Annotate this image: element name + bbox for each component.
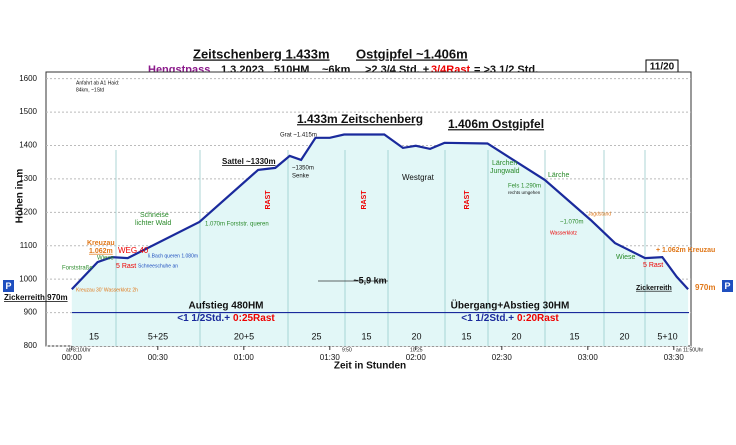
annotation: + 1.062m Kreuzau	[656, 247, 715, 254]
parking: P	[724, 281, 730, 291]
profile-line	[71, 133, 689, 290]
annotation: Lärchen	[492, 160, 517, 167]
annotation: Zickerreith 970m	[4, 293, 68, 302]
parking: P	[5, 281, 11, 291]
annotation: 5 Rast	[116, 263, 136, 270]
summary-head: Übergang+Abstieg 30HM	[451, 299, 570, 312]
y-tick-label: 900	[24, 308, 38, 317]
x-tick-label: 02:30	[492, 353, 513, 362]
annotation: 5 Rast	[643, 262, 663, 269]
summary-time: <1 1/2Std.+ 0:20Rast	[461, 313, 559, 324]
annotation: Kreuzau 30' Wasserklotz 2h	[76, 287, 138, 293]
annotation: 9:50	[342, 347, 352, 353]
y-tick-label: 1000	[19, 274, 37, 283]
annotation: Lärche	[548, 172, 570, 179]
annotation: ab 8:10Uhr	[66, 347, 91, 353]
summary-rest: 0:20Rast	[517, 313, 559, 324]
segment-time: 20	[511, 331, 521, 341]
annotation: 10:25	[410, 347, 423, 353]
title: Zeitschenberg 1.433m	[193, 46, 330, 61]
page-number: 11/20	[650, 62, 675, 73]
annotation: Jagdstand	[588, 211, 611, 217]
segment-time: 5+10	[657, 331, 677, 341]
segment-time: 15	[89, 331, 99, 341]
annotation: Anfahrt ab A1 Haid:	[76, 80, 119, 86]
summary-walk: <1 1/2Std.+	[177, 313, 230, 324]
annotation: 1.406m Ostgipfel	[448, 117, 544, 131]
annotation: Forststraße	[62, 266, 93, 272]
segment-time: 20	[619, 331, 629, 341]
y-tick-label: 1100	[20, 241, 38, 250]
segment-time: 20+5	[234, 331, 254, 341]
segment-time: 15	[461, 331, 471, 341]
annotation: 1.070m Forststr. queren	[205, 222, 269, 228]
y-axis-label: Höhen in m	[15, 169, 26, 224]
x-tick-label: 02:00	[406, 353, 427, 362]
annotation: lichter Wald	[135, 220, 171, 227]
y-tick-label: 1600	[19, 74, 37, 83]
rest-label: RAST	[464, 190, 471, 210]
rest-label: RAST	[265, 190, 272, 210]
summary-time: <1 1/2Std.+ 0:25Rast	[177, 313, 275, 324]
annotation: 84km, ~1Std	[76, 87, 104, 93]
annotation: Senke	[292, 174, 310, 180]
annotation: rechts umgehen	[508, 190, 541, 195]
x-tick-label: 03:30	[664, 353, 685, 362]
parking-box	[3, 280, 14, 292]
annotation: ~1.070m	[560, 220, 584, 226]
x-tick-label: 00:00	[62, 353, 83, 362]
x-tick-label: 03:00	[578, 353, 599, 362]
annotation: li.Bach queren 1.080m	[148, 253, 198, 259]
annotation: WEG 40	[118, 246, 149, 255]
rest-label: RAST	[361, 190, 368, 210]
profile-area	[71, 134, 689, 346]
summary-walk: <1 1/2Std.+	[461, 313, 514, 324]
y-tick-label: 1200	[19, 207, 37, 216]
annotation: Schneeschuhe an	[138, 263, 178, 269]
summary-rest: 0:25Rast	[233, 313, 275, 324]
annotation: Schneise	[140, 212, 169, 219]
annotation: Wasserklotz	[550, 230, 578, 236]
annotation: 1.433m Zeitschenberg	[297, 112, 423, 126]
segment-time: 15	[569, 331, 579, 341]
segment-time: 15	[361, 331, 371, 341]
title-2: Ostgipfel ~1.406m	[356, 46, 468, 61]
segment-time: 25	[311, 331, 321, 341]
distance: ~5,9 km	[353, 275, 386, 285]
annotation: Wiese	[97, 256, 114, 262]
annotation: 970m	[695, 283, 715, 292]
annotation: Fels 1.290m	[508, 184, 541, 190]
y-tick-label: 1400	[19, 141, 37, 150]
segment-time: 5+25	[148, 331, 168, 341]
annotation: Kreuzau	[87, 240, 115, 247]
annotation: Westgrat	[402, 173, 435, 182]
x-tick-label: 01:00	[234, 353, 255, 362]
x-axis-label: Zeit in Stunden	[334, 361, 406, 372]
x-tick-label: 00:30	[148, 353, 169, 362]
annotation: 1.062m	[89, 248, 113, 255]
y-tick-label: 1500	[19, 107, 37, 116]
annotation: Wiese	[616, 254, 636, 261]
parking-box	[722, 280, 733, 292]
annotation: Jungwald	[490, 168, 520, 175]
annotation: an 11:50Uhr	[676, 347, 703, 353]
x-tick-label: 01:30	[320, 353, 341, 362]
annotation: Sattel ~1330m	[222, 157, 276, 166]
y-tick-label: 1300	[19, 174, 37, 183]
annotation: Grat ~1.415m	[280, 133, 317, 139]
y-tick-label: 800	[24, 341, 38, 350]
annotation: Zickerreith	[636, 285, 672, 292]
summary-head: Aufstieg 480HM	[188, 301, 263, 312]
segment-time: 20	[411, 331, 421, 341]
annotation: ~1350m	[292, 166, 314, 172]
